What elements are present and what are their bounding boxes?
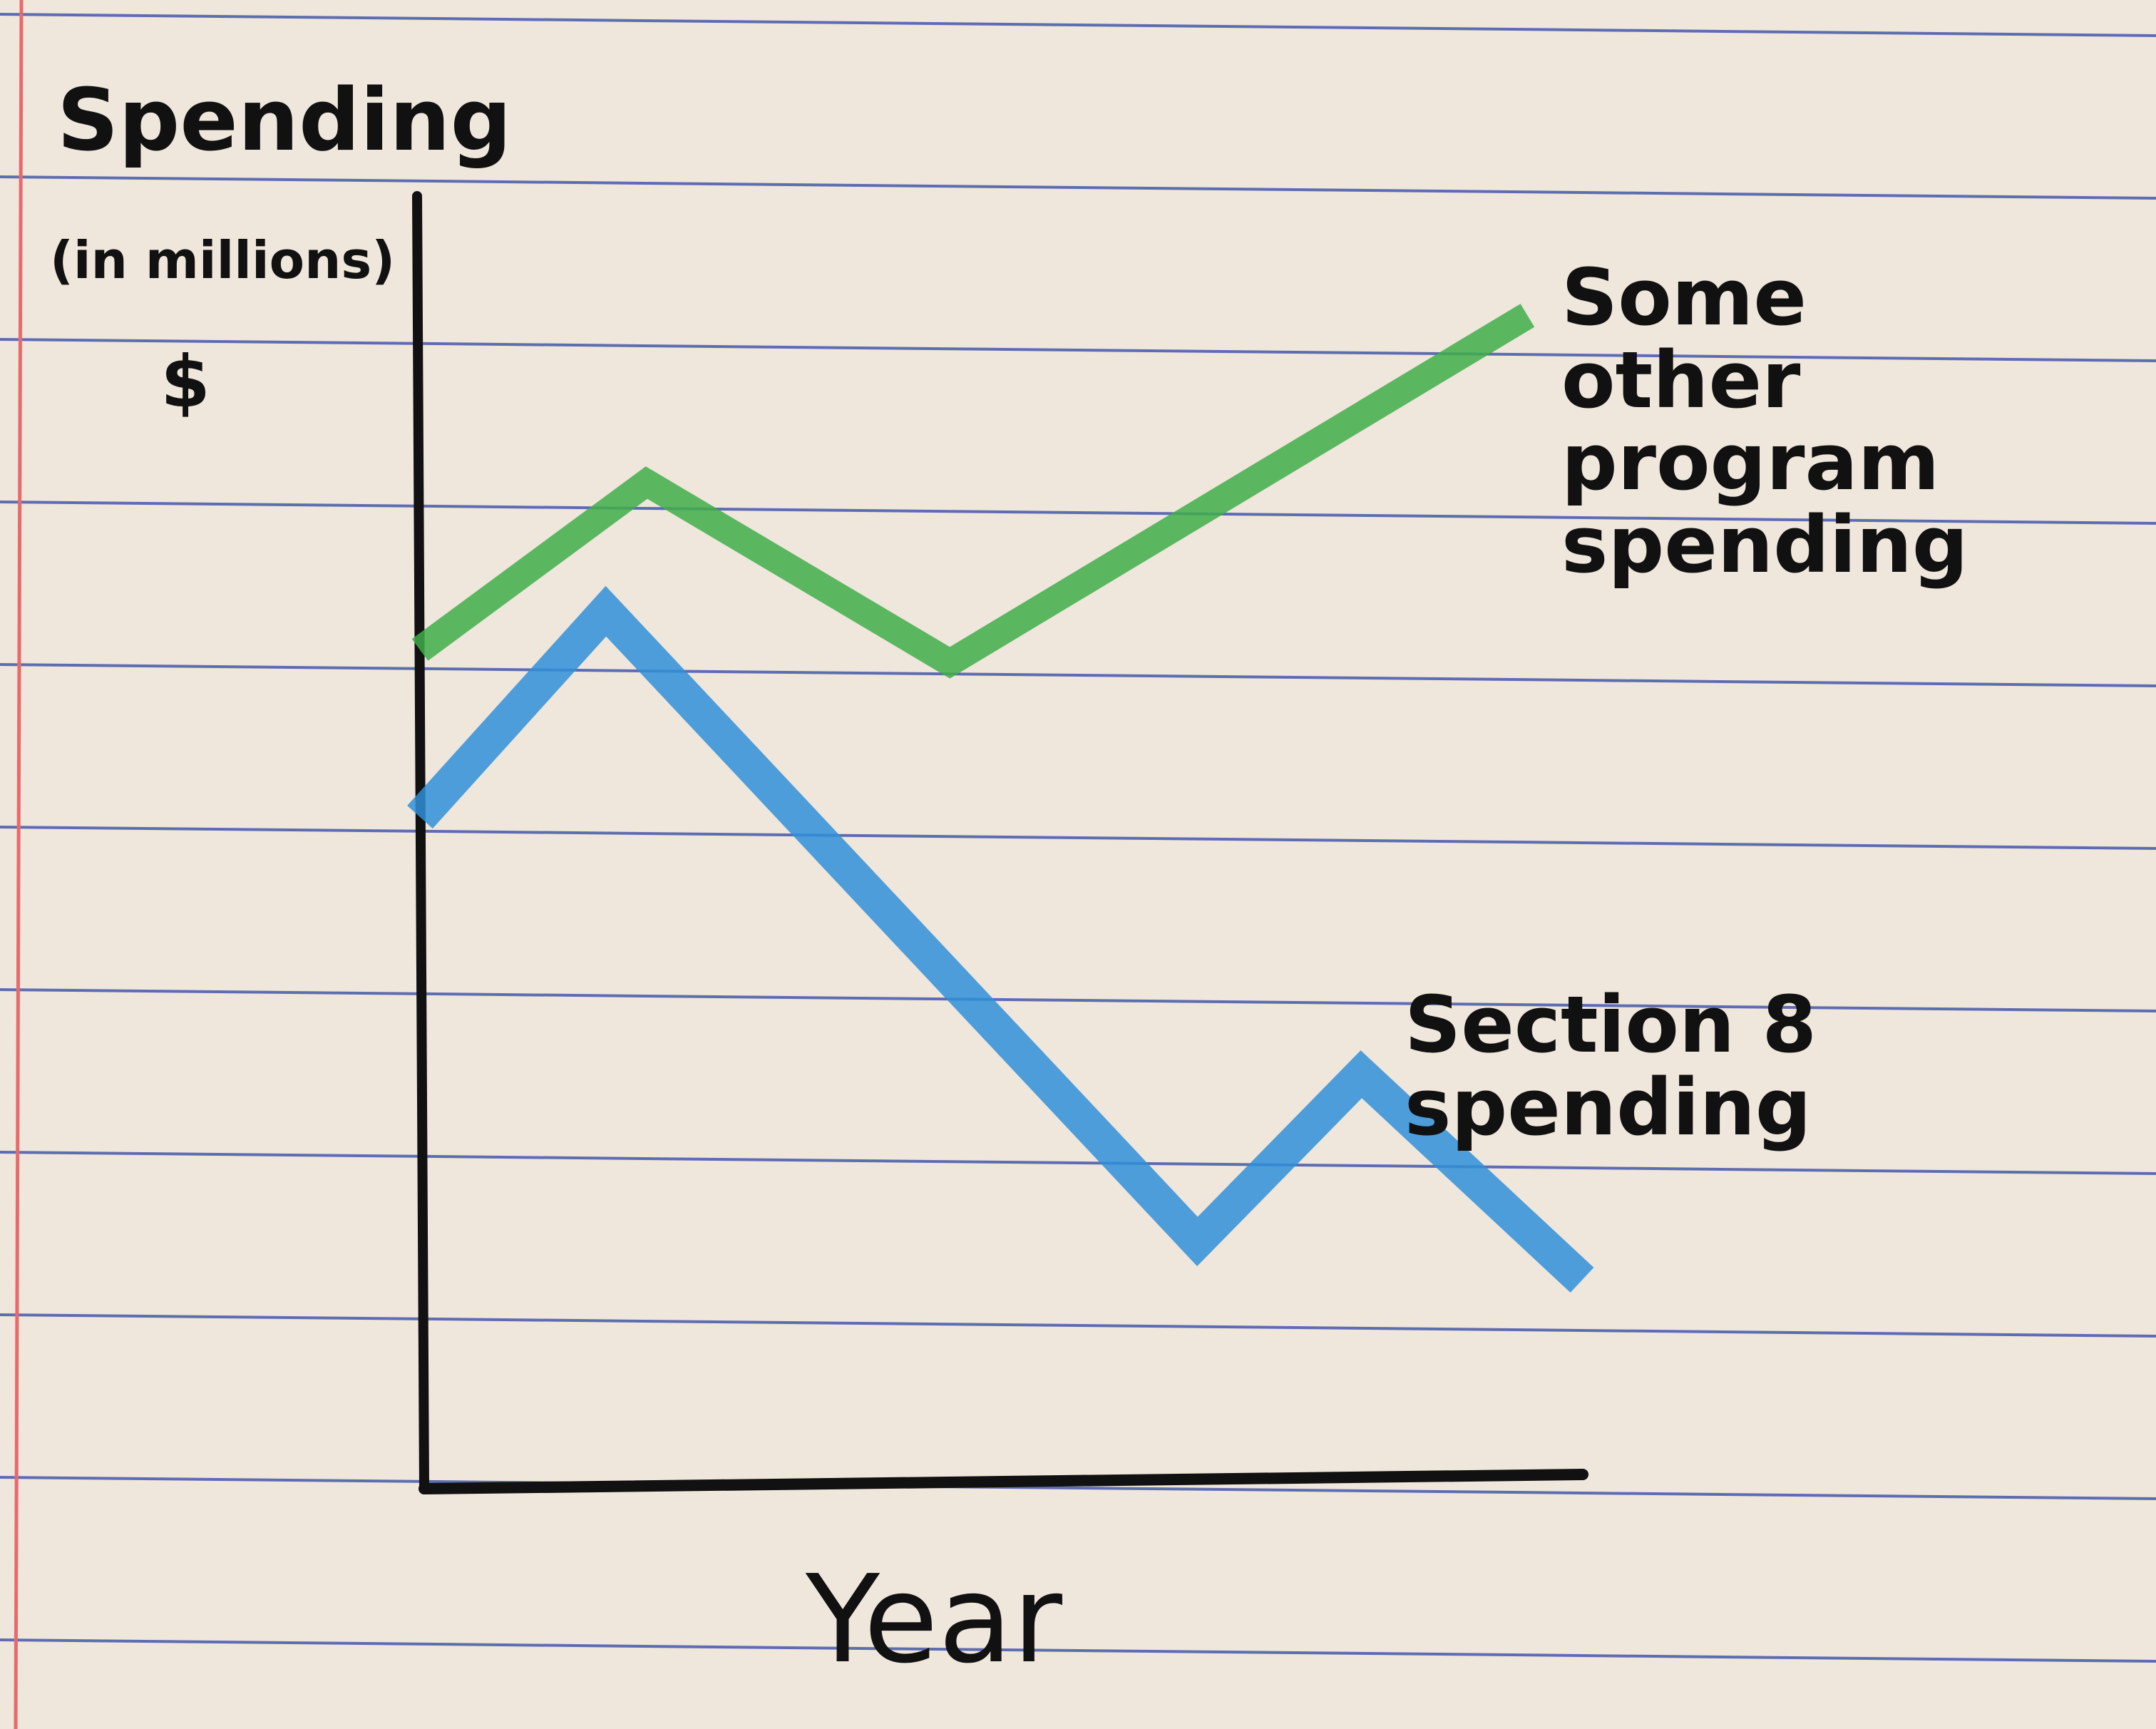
series-label: Section 8 spending: [1405, 979, 1817, 1153]
y-label-symbol: $: [160, 340, 210, 424]
x-label: Year: [805, 1549, 1062, 1690]
series-label: Some other program spending: [1561, 252, 1968, 590]
ruled-line: [0, 13, 2156, 37]
ruled-line: [0, 1151, 2156, 1175]
x-axis: [419, 1469, 1588, 1494]
ruled-line: [0, 1476, 2156, 1500]
series-line: [407, 585, 1594, 1293]
ruled-line: [0, 663, 2156, 687]
ruled-line: [0, 1313, 2156, 1338]
y-label-unit: (in millions): [50, 230, 395, 290]
series-line: [411, 304, 1535, 679]
y-axis: [412, 191, 429, 1494]
ruled-line: [0, 338, 2156, 362]
ruled-line: [0, 1638, 2156, 1663]
ruled-line: [0, 826, 2156, 850]
y-label: Spending: [57, 71, 512, 170]
ruled-line: [0, 988, 2156, 1012]
paper-lines: [0, 13, 2156, 1663]
margin-line: [14, 0, 24, 1729]
ruled-line: [0, 175, 2156, 200]
ruled-line: [0, 501, 2156, 525]
